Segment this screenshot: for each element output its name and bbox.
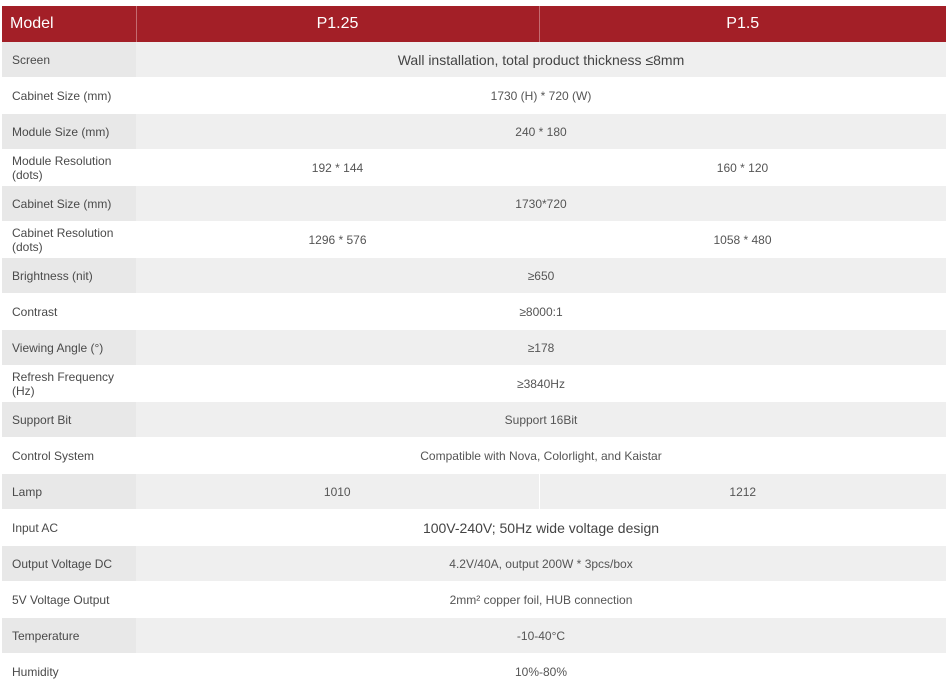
row-value: 10%-80%: [136, 653, 946, 690]
row-value-p125: 1010: [136, 473, 539, 510]
table-row: Output Voltage DC 4.2V/40A, output 200W …: [2, 545, 946, 582]
header-p125: P1.25: [136, 6, 540, 42]
row-value: 2mm² copper foil, HUB connection: [136, 581, 946, 618]
table-row: Support Bit Support 16Bit: [2, 401, 946, 438]
table-row: Lamp 1010 1212: [2, 473, 946, 510]
row-value: 1730 (H) * 720 (W): [136, 77, 946, 114]
row-label: Cabinet Resolution (dots): [2, 221, 136, 258]
table-row: Screen Wall installation, total product …: [2, 42, 946, 78]
row-label: 5V Voltage Output: [2, 581, 136, 618]
table-row: Refresh Frequency (Hz) ≥3840Hz: [2, 365, 946, 402]
spec-table-container: Model P1.25 P1.5 Screen Wall installatio…: [2, 6, 946, 690]
table-row: Viewing Angle (°) ≥178: [2, 329, 946, 366]
row-label: Viewing Angle (°): [2, 329, 136, 366]
row-value: ≥650: [136, 257, 946, 294]
row-value: Support 16Bit: [136, 401, 946, 438]
row-value: Compatible with Nova, Colorlight, and Ka…: [136, 437, 946, 474]
row-label: Lamp: [2, 473, 136, 510]
row-label: Support Bit: [2, 401, 136, 438]
row-value: ≥8000:1: [136, 293, 946, 330]
row-label: Screen: [2, 42, 136, 78]
row-value: 1730*720: [136, 185, 946, 222]
spec-table: Model P1.25 P1.5 Screen Wall installatio…: [2, 6, 946, 690]
row-value: ≥3840Hz: [136, 365, 946, 402]
header-row: Model P1.25 P1.5: [2, 6, 946, 42]
table-row: Control System Compatible with Nova, Col…: [2, 437, 946, 474]
table-row: Input AC 100V-240V; 50Hz wide voltage de…: [2, 509, 946, 546]
table-row: Cabinet Resolution (dots) 1296 * 576 105…: [2, 221, 946, 258]
row-label: Brightness (nit): [2, 257, 136, 294]
row-label: Cabinet Size (mm): [2, 77, 136, 114]
table-row: Module Resolution (dots) 192 * 144 160 *…: [2, 149, 946, 186]
table-row: Brightness (nit) ≥650: [2, 257, 946, 294]
table-row: Humidity 10%-80%: [2, 653, 946, 690]
table-row: Cabinet Size (mm) 1730 (H) * 720 (W): [2, 77, 946, 114]
row-value-p125: 1296 * 576: [136, 221, 539, 258]
table-row: 5V Voltage Output 2mm² copper foil, HUB …: [2, 581, 946, 618]
row-value-p15: 160 * 120: [539, 149, 946, 186]
row-label: Contrast: [2, 293, 136, 330]
row-label: Input AC: [2, 509, 136, 546]
row-label: Output Voltage DC: [2, 545, 136, 582]
row-value: -10-40°C: [136, 617, 946, 654]
row-value: 240 * 180: [136, 113, 946, 150]
row-label: Module Resolution (dots): [2, 149, 136, 186]
table-row: Module Size (mm) 240 * 180: [2, 113, 946, 150]
row-value: 4.2V/40A, output 200W * 3pcs/box: [136, 545, 946, 582]
table-row: Contrast ≥8000:1: [2, 293, 946, 330]
row-label: Control System: [2, 437, 136, 474]
row-label: Refresh Frequency (Hz): [2, 365, 136, 402]
row-label: Temperature: [2, 617, 136, 654]
row-value: Wall installation, total product thickne…: [136, 42, 946, 78]
row-label: Module Size (mm): [2, 113, 136, 150]
row-value: ≥178: [136, 329, 946, 366]
header-p15: P1.5: [539, 6, 946, 42]
row-label: Humidity: [2, 653, 136, 690]
row-label: Cabinet Size (mm): [2, 185, 136, 222]
row-value: 100V-240V; 50Hz wide voltage design: [136, 509, 946, 546]
row-value-p125: 192 * 144: [136, 149, 539, 186]
row-value-p15: 1212: [538, 473, 946, 510]
table-row: Cabinet Size (mm) 1730*720: [2, 185, 946, 222]
table-row: Temperature -10-40°C: [2, 617, 946, 654]
row-value-p15: 1058 * 480: [539, 221, 946, 258]
header-model: Model: [2, 6, 137, 42]
